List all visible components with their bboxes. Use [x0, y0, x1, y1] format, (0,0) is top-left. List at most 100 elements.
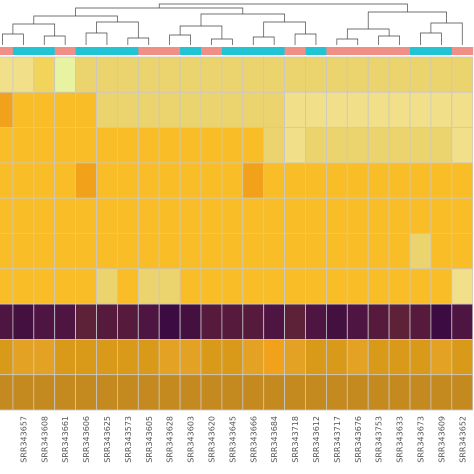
- heatmap-cell: [33, 127, 56, 164]
- heatmap-cell: [305, 338, 327, 376]
- column-label: SRR343603: [187, 416, 196, 463]
- heatmap-cell: [325, 162, 348, 199]
- heatmap-cell: [409, 91, 432, 129]
- heatmap-cell: [33, 338, 56, 376]
- heatmap-cell: [430, 197, 453, 234]
- heatmap-cell: [200, 233, 223, 270]
- heatmap-cell: [96, 162, 118, 199]
- heatmap-cell: [221, 197, 244, 234]
- heatmap-cell: [305, 56, 327, 93]
- heatmap-cell: [117, 338, 139, 376]
- dendrogram-branch: [158, 3, 408, 12]
- heatmap-cell: [242, 91, 265, 129]
- heatmap-cell: [367, 303, 390, 340]
- heatmap-cell: [117, 233, 139, 270]
- heatmap-cell: [367, 233, 390, 270]
- heatmap-cell: [388, 91, 411, 129]
- heatmap-cell: [75, 233, 97, 270]
- heatmap-cell: [200, 162, 223, 199]
- heatmap-cell: [346, 374, 369, 411]
- heatmap-cell: [137, 374, 160, 411]
- heatmap-cell: [388, 268, 411, 305]
- heatmap-cell: [221, 162, 244, 199]
- heatmap-cell: [96, 374, 118, 411]
- heatmap-cell: [75, 56, 97, 93]
- heatmap-cell: [33, 268, 56, 305]
- heatmap-cell: [346, 56, 369, 93]
- heatmap-cell: [242, 233, 265, 270]
- column-label: SRR343620: [207, 416, 216, 463]
- heatmap-cell: [451, 56, 474, 93]
- heatmap-cell: [200, 338, 223, 376]
- group-annotation-cell: [305, 47, 327, 55]
- heatmap-cell: [0, 56, 14, 93]
- heatmap-cell: [325, 303, 348, 340]
- group-annotation-cell: [180, 47, 202, 55]
- heatmap-cell: [75, 338, 97, 376]
- heatmap-cell: [12, 303, 35, 340]
- heatmap-cell: [200, 127, 223, 164]
- heatmap-cell: [367, 127, 390, 164]
- column-label: SRR343573: [124, 416, 133, 463]
- heatmap-cell: [263, 338, 286, 376]
- heatmap-cell: [409, 56, 432, 93]
- heatmap-cell: [325, 56, 348, 93]
- heatmap-cell: [54, 197, 77, 234]
- heatmap-cell: [367, 374, 390, 411]
- column-label: SRR343661: [61, 416, 70, 463]
- heatmap-cell: [12, 268, 35, 305]
- heatmap-cell: [12, 127, 35, 164]
- heatmap-cell: [12, 197, 35, 234]
- heatmap-cell: [451, 197, 474, 234]
- group-annotation-cell: [326, 47, 348, 55]
- heatmap-cell: [451, 303, 474, 340]
- heatmap-cell: [75, 303, 97, 340]
- heatmap-cell: [263, 56, 286, 93]
- heatmap-cell: [200, 374, 223, 411]
- heatmap-cell: [284, 338, 306, 376]
- heatmap-cell: [221, 91, 244, 129]
- heatmap-cell: [158, 338, 181, 376]
- dendrogram-branch: [96, 21, 139, 38]
- heatmap-cell: [96, 233, 118, 270]
- heatmap-cell: [346, 338, 369, 376]
- heatmap-cell: [430, 303, 453, 340]
- heatmap-cell: [430, 127, 453, 164]
- heatmap-cell: [409, 374, 432, 411]
- heatmap-cell: [158, 374, 181, 411]
- heatmap-cell: [54, 127, 77, 164]
- heatmap-cell: [242, 56, 265, 93]
- heatmap-cell: [221, 233, 244, 270]
- column-label: SRR343609: [437, 416, 446, 463]
- heatmap-cell: [305, 127, 327, 164]
- heatmap-cell: [325, 233, 348, 270]
- heatmap-cell: [0, 162, 14, 199]
- column-label: SRR343605: [145, 416, 154, 463]
- heatmap-cell: [75, 127, 97, 164]
- heatmap-cell: [96, 338, 118, 376]
- heatmap-cell: [158, 127, 181, 164]
- column-label: SRR343608: [40, 416, 49, 463]
- heatmap-cell: [388, 56, 411, 93]
- heatmap-cell: [451, 162, 474, 199]
- heatmap-cell: [388, 303, 411, 340]
- heatmap-cell: [284, 127, 306, 164]
- heatmap-cell: [409, 233, 432, 270]
- dendrogram-branch: [263, 21, 306, 37]
- heatmap-cell: [284, 91, 306, 129]
- heatmap-cell: [0, 197, 14, 234]
- heatmap-cell: [242, 303, 265, 340]
- heatmap-cell: [430, 162, 453, 199]
- heatmap-cell: [325, 268, 348, 305]
- dendrogram-branch: [430, 22, 463, 45]
- heatmap-cell: [12, 91, 35, 129]
- heatmap-cell: [200, 91, 223, 129]
- heatmap-cell: [75, 268, 97, 305]
- heatmap-cell: [117, 303, 139, 340]
- heatmap-cell: [263, 303, 286, 340]
- column-label: SRR343652: [458, 416, 467, 463]
- heatmap-cell: [158, 197, 181, 234]
- heatmap-cell: [117, 127, 139, 164]
- heatmap-cell: [12, 162, 35, 199]
- column-dendrogram: [2, 3, 463, 45]
